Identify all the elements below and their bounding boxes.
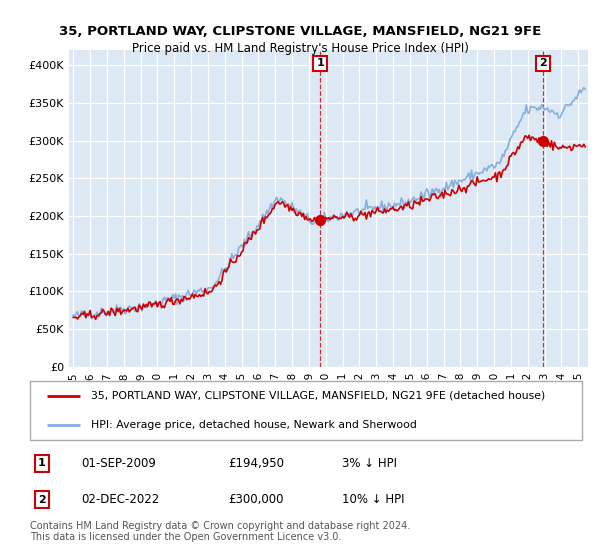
Text: 3% ↓ HPI: 3% ↓ HPI [342, 457, 397, 470]
Text: 35, PORTLAND WAY, CLIPSTONE VILLAGE, MANSFIELD, NG21 9FE: 35, PORTLAND WAY, CLIPSTONE VILLAGE, MAN… [59, 25, 541, 38]
Text: £194,950: £194,950 [228, 457, 284, 470]
Text: 1: 1 [38, 459, 46, 468]
Text: 2: 2 [38, 495, 46, 505]
Text: 1: 1 [316, 58, 324, 68]
Text: 2: 2 [539, 58, 547, 68]
Text: Contains HM Land Registry data © Crown copyright and database right 2024.
This d: Contains HM Land Registry data © Crown c… [30, 521, 410, 543]
Text: 01-SEP-2009: 01-SEP-2009 [81, 457, 156, 470]
FancyBboxPatch shape [30, 381, 582, 440]
Text: 10% ↓ HPI: 10% ↓ HPI [342, 493, 404, 506]
Text: HPI: Average price, detached house, Newark and Sherwood: HPI: Average price, detached house, Newa… [91, 420, 416, 430]
Text: £300,000: £300,000 [228, 493, 284, 506]
Text: 35, PORTLAND WAY, CLIPSTONE VILLAGE, MANSFIELD, NG21 9FE (detached house): 35, PORTLAND WAY, CLIPSTONE VILLAGE, MAN… [91, 390, 545, 400]
Text: Price paid vs. HM Land Registry's House Price Index (HPI): Price paid vs. HM Land Registry's House … [131, 42, 469, 55]
Text: 02-DEC-2022: 02-DEC-2022 [81, 493, 159, 506]
